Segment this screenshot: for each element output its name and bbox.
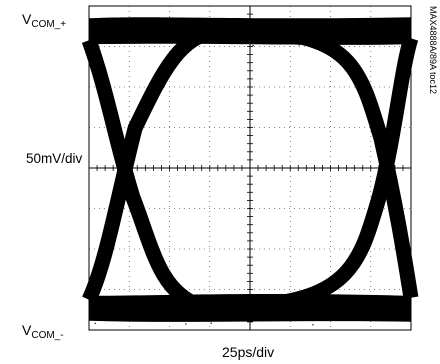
y-top-label: VCOM_+: [22, 11, 66, 30]
right-rising-edge: [251, 38, 411, 305]
noise-dot: [125, 312, 126, 313]
noise-dot: [211, 323, 212, 324]
y-scale-label: 50mV/div: [26, 151, 82, 166]
noise-dot: [316, 315, 317, 316]
noise-dot: [244, 38, 245, 39]
noise-dot: [293, 30, 294, 31]
noise-dot: [227, 303, 228, 304]
noise-dot: [394, 43, 395, 44]
noise-dot: [237, 304, 238, 305]
noise-dot: [210, 27, 211, 28]
noise-dot: [225, 36, 226, 37]
noise-dot: [95, 323, 96, 324]
noise-dot: [200, 307, 201, 308]
noise-dot: [146, 308, 147, 309]
noise-dot: [319, 300, 320, 301]
noise-dot: [184, 298, 185, 299]
noise-dot: [151, 28, 152, 29]
noise-dot: [204, 305, 205, 306]
noise-dot: [297, 306, 298, 307]
y-bottom-label: VCOM_-: [22, 322, 64, 341]
noise-dot: [364, 309, 365, 310]
noise-dot: [266, 19, 267, 20]
noise-dot: [114, 28, 115, 29]
noise-dot: [267, 299, 268, 300]
noise-dot: [141, 28, 142, 29]
noise-dot: [373, 27, 374, 28]
x-scale-label: 25ps/div: [222, 344, 274, 360]
noise-dot: [281, 305, 282, 306]
noise-dot: [172, 35, 173, 36]
noise-dot: [201, 311, 202, 312]
noise-dot: [127, 306, 128, 307]
noise-dot: [193, 304, 194, 305]
center-axes: [89, 6, 411, 330]
noise-dot: [298, 44, 299, 45]
noise-dot: [227, 24, 228, 25]
noise-dot: [300, 315, 301, 316]
noise-dot: [383, 311, 384, 312]
noise-dot: [237, 39, 238, 40]
noise-dot: [116, 37, 117, 38]
figure-code: MAX4888A/89A toc12: [428, 6, 438, 94]
noise-dot: [228, 320, 229, 321]
noise-dot: [218, 35, 219, 36]
noise-dot: [383, 41, 384, 42]
noise-dot: [157, 30, 158, 31]
noise-dot: [331, 18, 332, 19]
noise-dot: [253, 45, 254, 46]
noise-dot: [147, 37, 148, 38]
noise-dot: [374, 314, 375, 315]
noise-dot: [261, 298, 262, 299]
noise-dot: [199, 21, 200, 22]
noise-dot: [365, 28, 366, 29]
noise-dot: [312, 324, 313, 325]
noise-dot: [190, 319, 191, 320]
noise-dot: [230, 316, 231, 317]
noise-dot: [380, 18, 381, 19]
noise-dot: [309, 28, 310, 29]
noise-dot: [222, 25, 223, 26]
noise-dot: [295, 310, 296, 311]
noise-dot: [292, 35, 293, 36]
noise-dot: [193, 37, 194, 38]
noise-dot: [313, 42, 314, 43]
noise-dot: [185, 323, 186, 324]
noise-dot: [345, 307, 346, 308]
noise-dot: [395, 32, 396, 33]
